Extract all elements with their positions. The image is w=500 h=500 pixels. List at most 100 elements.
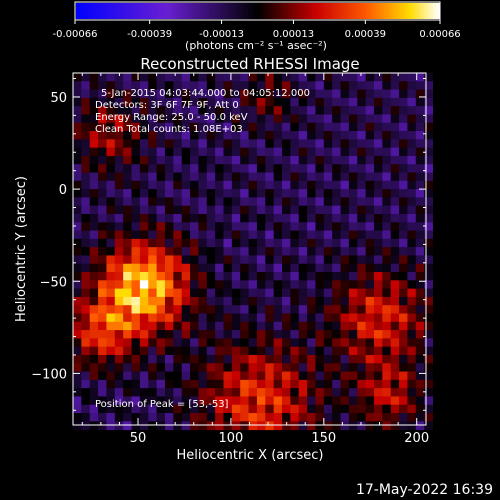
heatmap-cell [81, 139, 91, 149]
heatmap-cell [173, 73, 183, 82]
heatmap-cell [315, 321, 325, 331]
heatmap-cell [98, 413, 107, 422]
heatmap-cell [89, 338, 99, 348]
heatmap-cell [123, 189, 133, 198]
heatmap-cell [365, 396, 375, 406]
heatmap-cell [415, 371, 425, 381]
heatmap-cell [290, 205, 300, 215]
heatmap-cell [390, 321, 400, 331]
heatmap-cell [131, 106, 141, 115]
heatmap-cell [181, 97, 191, 107]
heatmap-cell [357, 296, 367, 306]
heatmap-cell [373, 131, 383, 140]
heatmap-cell [282, 346, 291, 356]
heatmap-cell [73, 222, 82, 232]
heatmap-cell [81, 263, 91, 273]
heatmap-cell [139, 164, 149, 174]
heatmap-cell [89, 263, 99, 273]
heatmap-cell [106, 354, 116, 364]
heatmap-cell [256, 114, 266, 124]
heatmap-cell [223, 388, 233, 397]
heatmap-cell [307, 280, 316, 290]
heatmap-cell [315, 155, 325, 165]
heatmap-cell [340, 172, 350, 182]
heatmap-cell [98, 122, 107, 132]
heatmap-cell [73, 139, 82, 149]
heatmap-cell [164, 172, 174, 182]
colorbar-tick-label: 0.00066 [419, 29, 460, 40]
heatmap-cell [81, 114, 91, 124]
heatmap-cell [240, 230, 250, 240]
heatmap-cell [298, 263, 308, 273]
heatmap-cell [407, 354, 417, 364]
heatmap-cell [348, 222, 358, 232]
heatmap-cell [365, 330, 375, 339]
heatmap-cell [131, 139, 141, 149]
heatmap-cell [173, 404, 183, 414]
y-tick-label: −100 [31, 367, 67, 382]
heatmap-cell [139, 189, 149, 198]
heatmap-cell [223, 354, 233, 364]
heatmap-cell [190, 147, 199, 157]
heatmap-cell [106, 172, 116, 182]
heatmap-cell [156, 222, 166, 232]
heatmap-cell [181, 213, 191, 223]
heatmap-cell [106, 305, 116, 314]
heatmap-cell [357, 280, 367, 290]
heatmap-cell [382, 321, 392, 331]
heatmap-cell [206, 213, 216, 223]
colorbar-cell [284, 3, 289, 19]
heatmap-cell [315, 288, 325, 298]
heatmap-cell [223, 404, 233, 414]
heatmap-cell [390, 205, 400, 215]
heatmap-cell [198, 89, 208, 99]
heatmap-cell [315, 89, 325, 99]
heatmap-cell [424, 97, 433, 107]
heatmap-cell [123, 73, 133, 82]
heatmap-cell [407, 280, 417, 290]
heatmap-cell [215, 139, 224, 149]
heatmap-cell [357, 106, 367, 115]
colorbar-cell [333, 3, 337, 19]
heatmap-cell [365, 404, 375, 414]
heatmap-cell [390, 238, 400, 248]
heatmap-cell [282, 272, 291, 281]
heatmap-cell [114, 313, 124, 323]
heatmap-cell [223, 230, 233, 240]
heatmap-cell [390, 106, 400, 115]
heatmap-cell [256, 197, 266, 207]
heatmap-cell [164, 354, 174, 364]
heatmap-cell [139, 172, 149, 182]
heatmap-cell [240, 205, 250, 215]
heatmap-cell [348, 404, 358, 414]
heatmap-cell [273, 404, 283, 414]
heatmap-cell [290, 97, 300, 107]
heatmap-cell [181, 230, 191, 240]
heatmap-cell [382, 164, 392, 174]
heatmap-cell [332, 330, 342, 339]
heatmap-cell [156, 272, 166, 281]
heatmap-cell [348, 180, 358, 190]
heatmap-cell [223, 106, 233, 115]
heatmap-cell [139, 73, 149, 82]
heatmap-cell [382, 272, 392, 281]
colorbar-cell [233, 3, 237, 19]
heatmap-cell [340, 155, 350, 165]
heatmap-cell [323, 255, 333, 265]
heatmap-cell [407, 139, 417, 149]
heatmap-cell [106, 288, 116, 298]
heatmap-cell [123, 139, 133, 149]
heatmap-cell [323, 97, 333, 107]
heatmap-cell [156, 305, 166, 314]
heatmap-cell [399, 247, 408, 256]
heatmap-cell [215, 222, 224, 232]
heatmap-cell [256, 147, 266, 157]
heatmap-cell [348, 346, 358, 356]
colorbar-cell [366, 3, 371, 19]
heatmap-cell [273, 97, 283, 107]
heatmap-cell [357, 288, 367, 298]
heatmap-cell [348, 388, 358, 397]
heatmap-cell [123, 330, 133, 339]
heatmap-cell [332, 379, 342, 389]
heatmap-cell [265, 354, 275, 364]
